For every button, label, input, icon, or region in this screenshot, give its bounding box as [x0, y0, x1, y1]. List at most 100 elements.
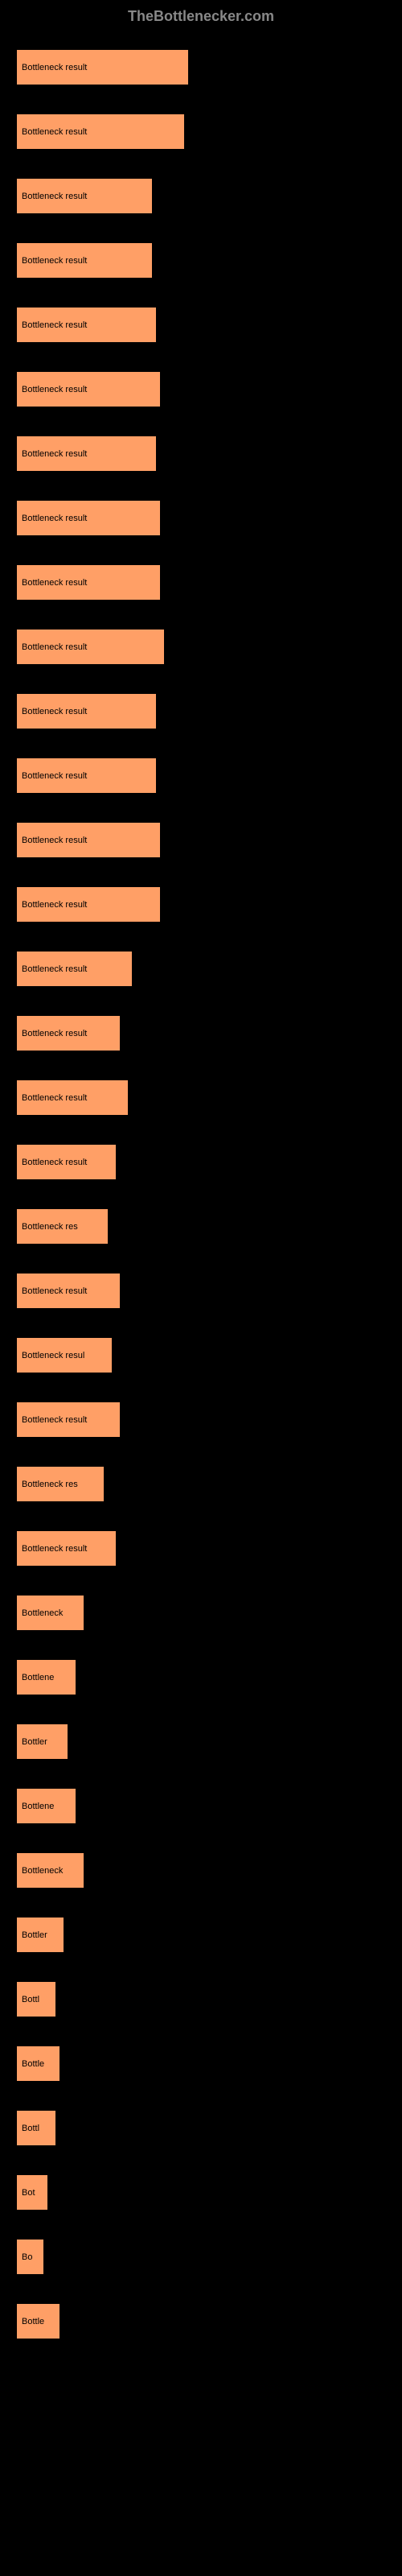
bar-row: Bottleneck res	[16, 1208, 386, 1245]
chart-bar: Bottleneck result	[16, 114, 185, 150]
bar-label: Bottleneck result	[22, 836, 87, 845]
bar-label: Bottleneck res	[22, 1222, 78, 1232]
bar-row: Bottleneck result	[16, 371, 386, 407]
bar-row: Bo	[16, 2239, 386, 2275]
bar-label: Bottleneck result	[22, 449, 87, 459]
bar-label: Bottle	[22, 2059, 44, 2069]
bar-row: Bottleneck	[16, 1852, 386, 1889]
bar-label: Bottler	[22, 1737, 47, 1747]
bar-row: Bottl	[16, 2110, 386, 2146]
chart-bar: Bottleneck result	[16, 436, 157, 472]
bar-label: Bottler	[22, 1930, 47, 1940]
bar-label: Bottleneck result	[22, 771, 87, 781]
bar-row: Bottleneck result	[16, 500, 386, 536]
bar-row: Bottleneck result	[16, 951, 386, 987]
bar-row: Bottleneck result	[16, 1080, 386, 1116]
bar-row: Bottle	[16, 2303, 386, 2339]
bar-row: Bottleneck	[16, 1595, 386, 1631]
chart-bar: Bottleneck result	[16, 886, 161, 923]
bar-label: Bottleneck result	[22, 707, 87, 716]
bar-row: Bottleneck result	[16, 242, 386, 279]
chart-bar: Bottleneck result	[16, 1080, 129, 1116]
chart-bar: Bottleneck result	[16, 242, 153, 279]
bar-label: Bottleneck result	[22, 1286, 87, 1296]
bar-row: Bottle	[16, 2046, 386, 2082]
bar-label: Bottleneck result	[22, 1415, 87, 1425]
bar-row: Bottlene	[16, 1659, 386, 1695]
bar-label: Bottleneck result	[22, 256, 87, 266]
bar-row: Bottleneck res	[16, 1466, 386, 1502]
page-header: TheBottlenecker.com	[8, 8, 394, 25]
bar-label: Bottlene	[22, 1673, 54, 1682]
bar-label: Bottleneck result	[22, 127, 87, 137]
bar-row: Bottleneck result	[16, 1402, 386, 1438]
chart-bar: Bottleneck result	[16, 822, 161, 858]
bar-value: 44	[191, 63, 205, 72]
chart-bar: Bot	[16, 2174, 48, 2211]
bar-row: Bottleneck result	[16, 822, 386, 858]
bar-row: Bottleneck result42	[16, 114, 386, 150]
bar-label: Bottleneck result	[22, 1093, 87, 1103]
bar-row: Bottlene	[16, 1788, 386, 1824]
chart-bar: Bo	[16, 2239, 44, 2275]
chart-bar: Bottleneck result	[16, 1144, 117, 1180]
bar-row: Bottleneck result	[16, 1530, 386, 1567]
bar-label: Bottleneck result	[22, 385, 87, 394]
chart-bar: Bottler	[16, 1724, 68, 1760]
chart-bar: Bottleneck result	[16, 500, 161, 536]
chart-bar: Bottleneck result	[16, 1530, 117, 1567]
bar-row: Bottleneck resul	[16, 1337, 386, 1373]
bar-row: Bottleneck result	[16, 693, 386, 729]
chart-bar: Bottleneck result	[16, 371, 161, 407]
bar-label: Bottleneck result	[22, 514, 87, 523]
bar-row: Bottleneck result	[16, 178, 386, 214]
chart-bar: Bottle	[16, 2046, 60, 2082]
chart-bar: Bottleneck result	[16, 1402, 121, 1438]
bar-row: Bottleneck result	[16, 758, 386, 794]
chart-bar: Bottlene	[16, 1659, 76, 1695]
bar-row: Bottleneck result	[16, 564, 386, 601]
bar-label: Bottleneck result	[22, 1029, 87, 1038]
bar-row: Bottleneck result	[16, 1015, 386, 1051]
chart-bar: Bottler	[16, 1917, 64, 1953]
chart-bar: Bottleneck	[16, 1595, 84, 1631]
chart-bar: Bottleneck result	[16, 758, 157, 794]
chart-bar: Bottleneck result	[16, 49, 189, 85]
chart-bar: Bottleneck result	[16, 307, 157, 343]
chart-bar: Bottleneck result	[16, 951, 133, 987]
header-title: TheBottlenecker.com	[128, 8, 274, 24]
chart-bar: Bottleneck	[16, 1852, 84, 1889]
bar-label: Bottleneck result	[22, 192, 87, 201]
bar-label: Bottl	[22, 1995, 39, 2004]
bar-label: Bottlene	[22, 1802, 54, 1811]
bar-row: Bottleneck result	[16, 886, 386, 923]
bar-label: Bottleneck result	[22, 320, 87, 330]
chart-bar: Bottle	[16, 2303, 60, 2339]
chart-bar: Bottleneck result	[16, 564, 161, 601]
bar-label: Bottleneck result	[22, 900, 87, 910]
bar-label: Bot	[22, 2188, 35, 2198]
bar-label: Bottleneck res	[22, 1480, 78, 1489]
bar-row: Bottleneck result	[16, 307, 386, 343]
chart-bar: Bottleneck result	[16, 629, 165, 665]
bar-label: Bottle	[22, 2317, 44, 2326]
bar-row: Bottler	[16, 1724, 386, 1760]
bar-label: Bottleneck result	[22, 1158, 87, 1167]
bar-row: Bot	[16, 2174, 386, 2211]
bar-label: Bottleneck result	[22, 1544, 87, 1554]
bar-label: Bo	[22, 2252, 32, 2262]
bar-label: Bottleneck result	[22, 578, 87, 588]
chart-bar: Bottleneck resul	[16, 1337, 113, 1373]
bar-chart: Bottleneck result44Bottleneck result42Bo…	[8, 41, 394, 2347]
bar-row: Bottleneck result	[16, 1144, 386, 1180]
bar-label: Bottleneck	[22, 1608, 63, 1618]
bar-row: Bottleneck result	[16, 436, 386, 472]
bar-row: Bottleneck result	[16, 1273, 386, 1309]
chart-bar: Bottleneck result	[16, 693, 157, 729]
chart-bar: Bottl	[16, 1981, 56, 2017]
bar-label: Bottleneck	[22, 1866, 63, 1876]
bar-label: Bottleneck result	[22, 63, 87, 72]
bar-row: Bottleneck result	[16, 629, 386, 665]
bar-row: Bottler	[16, 1917, 386, 1953]
chart-bar: Bottleneck result	[16, 178, 153, 214]
